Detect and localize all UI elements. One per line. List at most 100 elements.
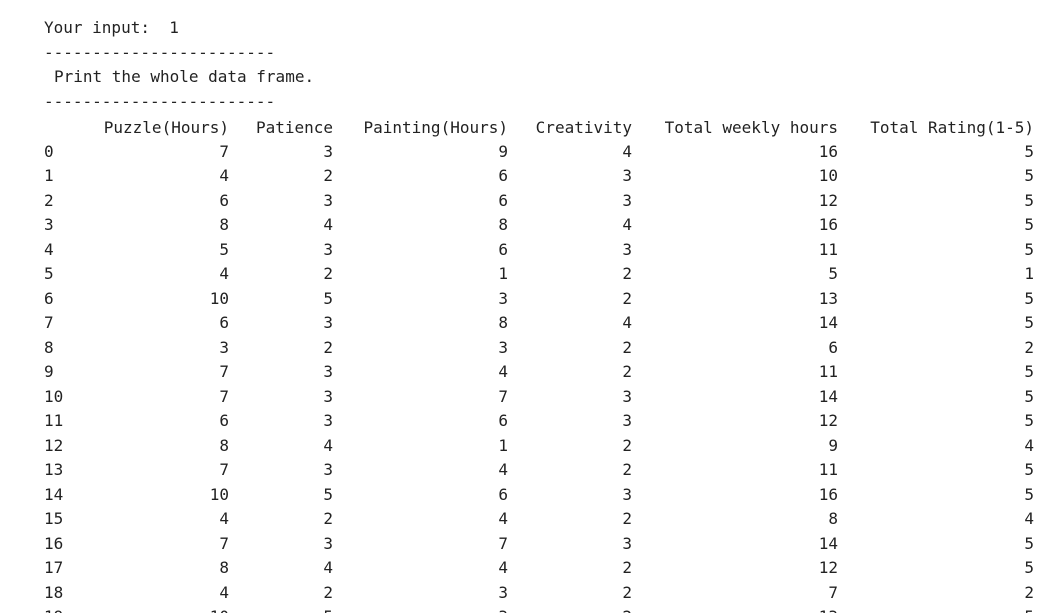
row-index: 12 [44, 435, 64, 455]
table-row: 3 8 4 8 4 16 5 [44, 213, 1034, 238]
table-cell: 12 [818, 558, 838, 578]
row-index: 14 [44, 484, 64, 504]
row-index: 11 [44, 411, 64, 431]
column-header: Puzzle(Hours) [103, 117, 229, 137]
table-cell: 10 [209, 484, 229, 504]
table-cell: 7 [219, 533, 229, 553]
table-cell: 5 [1024, 484, 1034, 504]
column-header: Total Rating(1-5) [870, 117, 1034, 137]
table-row: 12 8 4 1 2 9 4 [44, 433, 1034, 458]
table-cell: 4 [219, 509, 229, 529]
table-cell: 2 [622, 460, 632, 480]
table-row: 15 4 2 4 2 8 4 [44, 507, 1034, 532]
table-cell: 8 [219, 558, 229, 578]
table-cell: 8 [498, 215, 508, 235]
table-cell: 10 [818, 166, 838, 186]
table-cell: 2 [323, 582, 333, 602]
table-cell: 1 [498, 435, 508, 455]
table-cell: 6 [828, 337, 838, 357]
table-cell: 5 [1024, 533, 1034, 553]
table-cell: 3 [323, 411, 333, 431]
table-row: 1 4 2 6 3 10 5 [44, 164, 1034, 189]
row-index: 10 [44, 386, 64, 406]
table-cell: 16 [818, 484, 838, 504]
table-cell: 14 [818, 313, 838, 333]
table-cell: 3 [333, 605, 508, 613]
table-cell: 3 [219, 337, 229, 357]
table-cell: 11 [818, 460, 838, 480]
table-cell: 5 [219, 239, 229, 259]
table-row: 9 7 3 4 2 11 5 [44, 360, 1034, 385]
table-cell: 8 [219, 435, 229, 455]
row-index: 15 [44, 509, 64, 529]
row-index: 8 [44, 337, 54, 357]
table-row: 13 7 3 4 2 11 5 [44, 458, 1034, 483]
table-cell: 5 [1024, 166, 1034, 186]
table-cell: 2 [1024, 337, 1034, 357]
table-cell: 2 [622, 509, 632, 529]
table-cell: 7 [219, 386, 229, 406]
table-cell: 16 [818, 215, 838, 235]
table-cell: 4 [219, 166, 229, 186]
table-cell: 6 [219, 313, 229, 333]
table-cell: 5 [1024, 190, 1034, 210]
table-cell: 14 [818, 533, 838, 553]
table-cell: 3 [323, 313, 333, 333]
table-cell: 2 [323, 166, 333, 186]
table-cell: 4 [622, 141, 632, 161]
table-cell: 5 [323, 288, 333, 308]
table-cell: 2 [622, 558, 632, 578]
table-cell: 10 [88, 605, 229, 613]
table-row: 5 4 2 1 2 5 1 [44, 262, 1034, 287]
table-cell: 1 [1024, 264, 1034, 284]
table-cell: 5 [838, 605, 1034, 613]
table-cell: 4 [219, 264, 229, 284]
table-cell: 5 [828, 264, 838, 284]
table-cell: 12 [818, 190, 838, 210]
table-cell: 3 [323, 386, 333, 406]
separator-line: ------------------------ [44, 92, 276, 111]
dataframe-table: Puzzle(Hours) Patience Painting(Hours) C… [44, 115, 1034, 613]
table-cell: 9 [498, 141, 508, 161]
table-cell: 2 [622, 362, 632, 382]
row-index: 17 [44, 558, 64, 578]
table-cell: 13 [632, 605, 838, 613]
table-cell: 5 [1024, 411, 1034, 431]
table-cell: 1 [498, 264, 508, 284]
table-cell: 3 [498, 582, 508, 602]
table-cell: 2 [622, 264, 632, 284]
index-header [44, 115, 88, 139]
table-cell: 3 [323, 190, 333, 210]
table-cell: 2 [323, 337, 333, 357]
table-row: 0 7 3 9 4 16 5 [44, 139, 1034, 164]
table-cell: 8 [219, 215, 229, 235]
table-cell: 5 [1024, 460, 1034, 480]
table-cell: 5 [1024, 288, 1034, 308]
table-cell: 5 [1024, 558, 1034, 578]
row-index: 7 [44, 313, 54, 333]
table-cell: 7 [219, 460, 229, 480]
table-cell: 4 [498, 460, 508, 480]
table-cell: 6 [498, 411, 508, 431]
table-cell: 4 [323, 215, 333, 235]
table-cell: 5 [229, 605, 333, 613]
table-cell: 4 [323, 435, 333, 455]
table-cell: 2 [508, 605, 632, 613]
table-cell: 3 [323, 533, 333, 553]
table-cell: 2 [323, 264, 333, 284]
table-cell: 6 [219, 190, 229, 210]
table-cell: 7 [219, 141, 229, 161]
table-cell: 4 [1024, 509, 1034, 529]
table-row: 14 10 5 6 3 16 5 [44, 482, 1034, 507]
column-header: Painting(Hours) [363, 117, 509, 137]
table-cell: 8 [498, 313, 508, 333]
table-cell: 5 [1024, 141, 1034, 161]
table-cell: 4 [498, 558, 508, 578]
row-index: 9 [44, 362, 54, 382]
prompt-label: Your input: [44, 18, 150, 37]
table-cell: 7 [498, 533, 508, 553]
table-cell: 3 [498, 337, 508, 357]
table-cell: 5 [1024, 386, 1034, 406]
table-cell: 16 [818, 141, 838, 161]
row-index: 3 [44, 215, 54, 235]
